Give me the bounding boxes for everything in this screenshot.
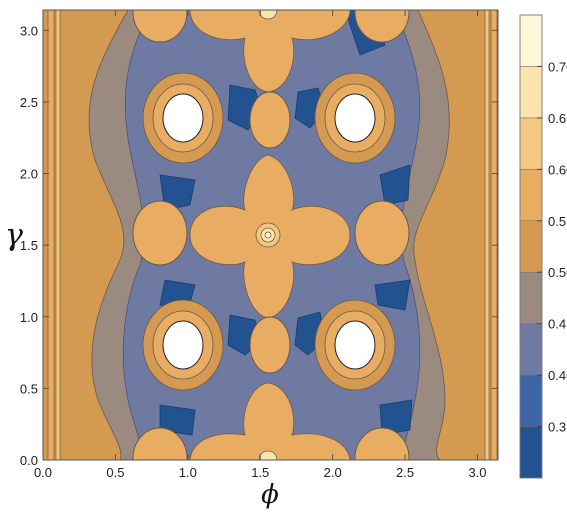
colorbar-ticks: 0.35 0.40 0.45 0.50 0.55 0.60 0.65 0.70 [537,59,567,435]
colorbar-tick-label: 0.35 [548,420,567,435]
x-axis: 0.0 0.5 1.0 1.5 2.0 2.5 3.0 [34,10,487,480]
side-oval [354,10,410,43]
x-tick-label: 1.0 [179,465,197,480]
side-oval [354,200,410,266]
plot-area [43,10,498,460]
colorbar-band [519,323,543,376]
minimum-patch [379,399,413,436]
colorbar-tick-label: 0.65 [548,111,567,126]
x-axis-label: ϕ [261,480,279,510]
y-tick-label: 1.5 [20,238,38,253]
side-oval [354,427,410,460]
colorbar-tick-label: 0.45 [548,317,567,332]
ring-maximum [142,299,224,391]
y-tick-label: 0.0 [20,453,38,468]
y-tick-label: 2.5 [20,95,38,110]
side-oval [132,10,188,43]
bottom-petal-maximum [189,382,351,460]
colorbar-band [519,374,543,427]
x-tick-label: 0.5 [106,465,124,480]
colorbar-band [519,14,543,67]
y-axis: 0.0 0.5 1.0 1.5 2.0 2.5 3.0 [20,23,498,468]
ring-maximum [314,72,396,164]
center-ring [264,231,272,239]
colorbar-tick-label: 0.40 [548,368,567,383]
colorbar-tick-label: 0.60 [548,162,567,177]
y-tick-label: 3.0 [20,23,38,38]
x-tick-label: 1.5 [251,465,269,480]
x-tick-label: 3.0 [468,465,486,480]
colorbar-tick-label: 0.70 [548,59,567,74]
side-ovals [132,10,410,460]
colorbar-tick-label: 0.50 [548,265,567,280]
colorbar-band [519,117,543,170]
minimum-patch [379,164,411,206]
y-tick-label: 2.0 [20,167,38,182]
minimum-patch [374,279,411,311]
side-oval [132,200,188,266]
edge-bands [47,10,498,460]
colorbar [519,14,543,479]
colorbar-band [519,169,543,222]
colorbar-band [519,426,543,479]
minimum-patch [159,174,196,211]
x-tick-label: 0.0 [34,465,52,480]
plot-frame [42,9,499,461]
x-tick-label: 2.0 [324,465,342,480]
colorbar-tick-label: 0.55 [548,214,567,229]
bottom-ring [258,450,278,460]
top-ring [258,10,278,20]
y-axis-label: γ [5,218,23,253]
colorbar-band [519,66,543,119]
x-tick-label: 2.5 [396,465,414,480]
y-tick-label: 1.0 [20,310,38,325]
ring-maxima [142,72,396,391]
ring-maximum [142,72,224,164]
colorbar-band [519,220,543,273]
y-tick-label: 0.5 [20,381,38,396]
side-oval [249,91,291,149]
colorbar-band [519,271,543,324]
colorbar-frame [519,14,543,479]
side-oval [132,427,188,460]
minimum-patch [159,404,196,436]
side-oval [249,316,291,374]
ring-maximum [314,299,396,391]
